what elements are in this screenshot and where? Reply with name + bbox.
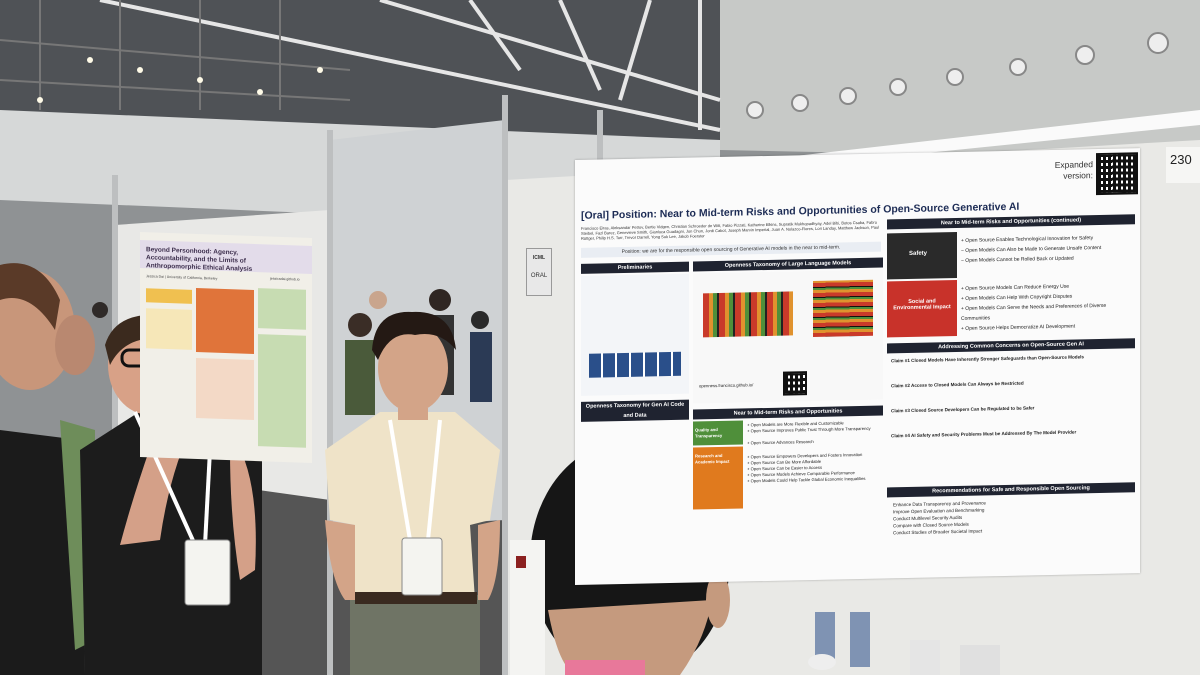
safety-items: + Open Source Enables Technological Inno… [961,232,1133,266]
poster-number: 230 [1170,152,1192,167]
risk-item: + Open Source Advances Research [747,438,814,446]
main-poster-authors: Francisco Eiras, Aleksandar Petrov, Bert… [581,219,880,241]
left-poster-title: Beyond Personhood: Agency, Accountabilit… [146,246,253,273]
left-poster-box-green-2 [258,334,306,448]
left-poster-tab-yellow [146,288,192,304]
social-tag: Social and Environmental Impact [887,279,957,338]
qr-code-icon [1096,152,1138,196]
quality-label: Quality and Transparency [695,427,723,439]
section-risks-continued: Near to Mid-term Risks and Opportunities… [887,214,1135,230]
expanded-version-label: Expanded version: [1054,159,1093,181]
claims: Claim #1 Closed Models Have Inherently S… [891,352,1131,439]
left-poster-box-cream [146,308,192,350]
link-qr-code-icon [783,371,807,396]
research-tag: Research and Academic Impact [693,446,743,510]
risk-items: + Open Models are More Flexible and Cust… [747,420,882,485]
section-preliminaries: Preliminaries [581,261,689,274]
left-poster-box-peach [196,357,254,420]
oral-sign: ICML ORAL [526,248,552,296]
left-poster-author: Jessica Dai | University of California, … [146,274,218,281]
ceiling-grid [0,0,351,110]
recommendations: Enhance Data Transparency and Provenance… [893,496,1133,536]
person-presenter [325,311,500,675]
link-text: openness.francisco.github.io/ [699,382,754,389]
preliminaries-diagram [589,351,681,378]
quality-tag: Quality and Transparency [693,420,743,446]
section-risks: Near to Mid-term Risks and Opportunities [693,405,883,420]
left-poster-url: jessicadai.github.io [270,276,300,282]
section-concerns: Addressing Common Concerns on Open-Sourc… [887,338,1135,354]
left-poster-box-green-1 [258,288,306,330]
poster-number-tag: 230 [1166,147,1200,183]
safety-label: Safety [909,250,928,258]
openness-chart-1 [703,291,793,338]
wall-vents [746,32,1169,119]
ceiling-lights [37,57,323,103]
background-legs [808,612,1000,675]
section-openness-taxonomy-cont: Openness Taxonomy for Gen AI Code and Da… [581,399,689,422]
standing-sign-crest [516,556,526,568]
openness-taxonomy-body: openness.francisco.github.io/ [693,269,883,404]
standing-sign [510,540,545,675]
preliminaries-body [581,273,689,396]
left-poster: Beyond Personhood: Agency, Accountabilit… [140,232,312,464]
ceiling-truss [99,0,721,132]
oral-sign-org: ICML [532,255,546,261]
social-items: + Open Source Models Can Reduce Energy U… [961,280,1133,334]
safety-tag: Safety [887,231,957,280]
left-poster-box-orange [196,287,254,354]
research-label: Research and Academic Impact [695,452,730,465]
person-left-edge [0,263,95,675]
social-label: Social and Environmental Impact [893,298,951,312]
section-recommendations: Recommendations for Safe and Responsible… [887,482,1135,498]
main-poster: Expanded version: [Oral] Position: Near … [575,148,1140,586]
main-poster-thesis: Position: we are for the responsible ope… [581,241,881,258]
openness-chart-2 [813,279,873,338]
oral-sign-label: ORAL [530,273,548,279]
